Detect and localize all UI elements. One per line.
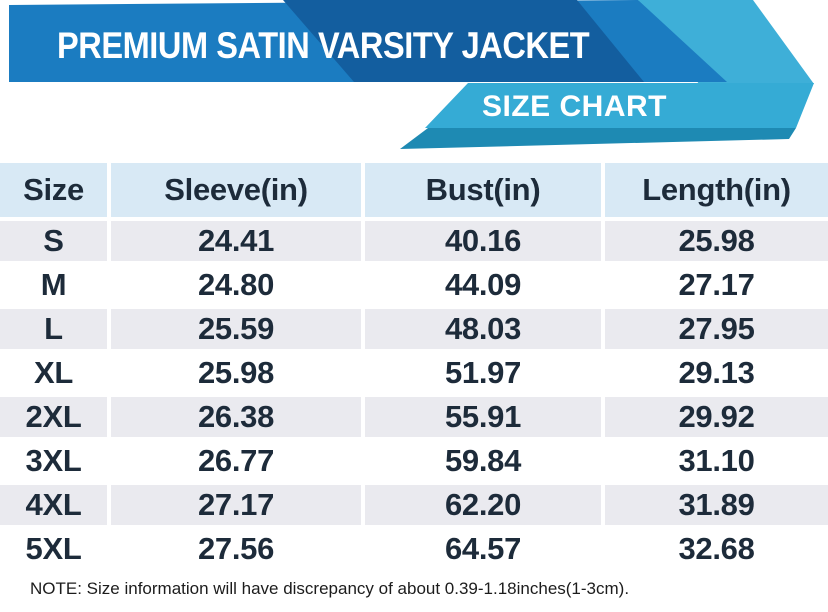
length-cell: 27.95 xyxy=(605,309,828,349)
sleeve-cell: 27.56 xyxy=(197,531,275,566)
table-row-2xl: 2XL 26.38 55.91 29.92 xyxy=(0,397,828,437)
size-cell: L xyxy=(0,309,107,349)
sleeve-cell: 27.17 xyxy=(111,485,361,525)
banner-ribbon-graphic xyxy=(9,0,814,149)
bust-cell: 59.84 xyxy=(444,443,522,478)
banner: PREMIUM SATIN VARSITY JACKET SIZE CHART xyxy=(0,0,828,150)
bust-cell: 55.91 xyxy=(365,397,601,437)
header-cell-length: Length(in) xyxy=(605,163,828,217)
sleeve-cell: 24.41 xyxy=(111,221,361,261)
product-title: PREMIUM SATIN VARSITY JACKET xyxy=(57,25,590,66)
size-cell: 3XL xyxy=(25,443,82,478)
table-row-s: S 24.41 40.16 25.98 xyxy=(0,221,828,261)
bust-cell: 64.57 xyxy=(444,531,522,566)
sleeve-cell: 26.77 xyxy=(197,443,275,478)
size-cell: 5XL xyxy=(25,531,82,566)
bust-cell: 40.16 xyxy=(365,221,601,261)
bust-cell: 62.20 xyxy=(365,485,601,525)
table-row-xl: XL 25.98 51.97 29.13 xyxy=(0,353,828,393)
header-cell-bust: Bust(in) xyxy=(365,163,601,217)
length-cell: 32.68 xyxy=(678,531,755,566)
length-cell: 27.17 xyxy=(678,267,755,302)
table-row-5xl: 5XL 27.56 64.57 32.68 xyxy=(0,529,828,569)
length-cell: 29.13 xyxy=(678,355,755,390)
sleeve-cell: 25.98 xyxy=(197,355,275,390)
table-row-4xl: 4XL 27.17 62.20 31.89 xyxy=(0,485,828,525)
length-cell: 31.10 xyxy=(678,443,755,478)
table-row-l: L 25.59 48.03 27.95 xyxy=(0,309,828,349)
size-table: Size Sleeve(in) Bust(in) Length(in) S 24… xyxy=(0,163,828,569)
size-cell: S xyxy=(0,221,107,261)
bust-cell: 48.03 xyxy=(365,309,601,349)
table-header-row: Size Sleeve(in) Bust(in) Length(in) xyxy=(0,163,828,217)
length-cell: 31.89 xyxy=(605,485,828,525)
size-cell: M xyxy=(40,267,67,302)
sleeve-cell: 26.38 xyxy=(111,397,361,437)
sleeve-cell: 24.80 xyxy=(197,267,275,302)
size-cell: 4XL xyxy=(0,485,107,525)
length-cell: 29.92 xyxy=(605,397,828,437)
size-cell: XL xyxy=(33,355,73,390)
length-cell: 25.98 xyxy=(605,221,828,261)
header-cell-sleeve: Sleeve(in) xyxy=(111,163,361,217)
table-row-3xl: 3XL 26.77 59.84 31.10 xyxy=(0,441,828,481)
table-row-m: M 24.80 44.09 27.17 xyxy=(0,265,828,305)
size-discrepancy-note: NOTE: Size information will have discrep… xyxy=(30,579,630,598)
ribbon-fold-strip xyxy=(400,128,796,149)
sleeve-cell: 25.59 xyxy=(111,309,361,349)
size-chart-label: SIZE CHART xyxy=(482,90,667,123)
ribbon-cyan-upper-shape xyxy=(638,0,814,84)
bust-cell: 51.97 xyxy=(444,355,522,390)
title-band-dark-parallelogram xyxy=(283,0,644,82)
size-cell: 2XL xyxy=(0,397,107,437)
header-cell-size: Size xyxy=(0,163,107,217)
ribbon-cyan-band xyxy=(425,83,814,128)
bust-cell: 44.09 xyxy=(444,267,522,302)
